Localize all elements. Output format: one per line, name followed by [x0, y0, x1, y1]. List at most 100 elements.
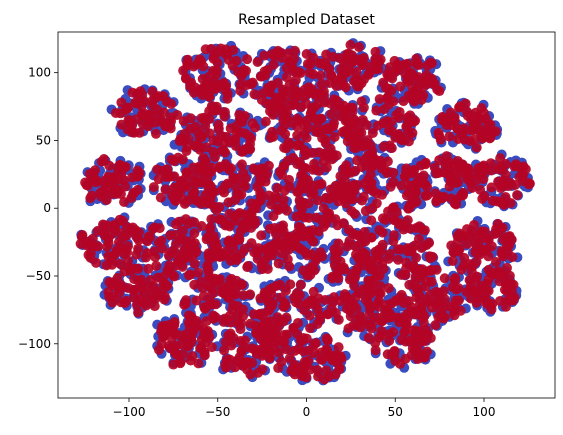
point-class-b — [469, 134, 480, 145]
point-class-b — [242, 54, 253, 65]
point-class-b — [351, 179, 362, 190]
point-class-b — [205, 296, 216, 307]
point-class-b — [481, 278, 492, 289]
point-class-b — [148, 182, 159, 193]
point-class-b — [473, 288, 484, 299]
point-class-b — [386, 117, 397, 128]
point-class-b — [491, 257, 502, 268]
point-class-b — [461, 286, 472, 297]
point-class-b — [251, 348, 262, 359]
point-class-b — [462, 224, 473, 235]
x-tick-label: −50 — [205, 405, 230, 419]
point-class-b — [437, 111, 448, 122]
point-class-b — [196, 276, 207, 287]
point-class-b — [230, 181, 241, 192]
point-class-b — [259, 50, 270, 61]
point-class-b — [191, 295, 202, 306]
point-class-b — [205, 181, 216, 192]
point-class-b — [464, 275, 475, 286]
point-class-b — [109, 249, 120, 260]
point-class-b — [134, 293, 145, 304]
point-class-b — [418, 170, 429, 181]
point-class-b — [214, 162, 225, 173]
point-class-b — [471, 175, 482, 186]
point-class-b — [321, 49, 332, 60]
point-class-b — [121, 244, 132, 255]
point-class-b — [118, 232, 129, 243]
point-class-b — [295, 102, 306, 113]
point-class-b — [85, 252, 96, 263]
point-class-b — [381, 299, 392, 310]
point-class-b — [342, 241, 353, 252]
point-class-b — [134, 127, 145, 138]
point-class-b — [501, 262, 512, 273]
point-class-b — [289, 45, 300, 56]
point-class-b — [387, 311, 398, 322]
point-class-b — [293, 317, 304, 328]
point-class-b — [447, 256, 458, 267]
point-class-b — [258, 164, 269, 175]
point-class-b — [341, 160, 352, 171]
point-class-b — [209, 152, 220, 163]
point-class-b — [411, 252, 422, 263]
point-class-b — [422, 346, 433, 357]
point-class-b — [313, 89, 324, 100]
point-class-b — [400, 269, 411, 280]
point-class-b — [246, 209, 257, 220]
point-class-b — [218, 316, 229, 327]
point-class-b — [204, 331, 215, 342]
point-class-b — [485, 128, 496, 139]
point-class-b — [200, 44, 211, 55]
point-class-b — [264, 304, 275, 315]
point-class-b — [401, 121, 412, 132]
point-class-b — [255, 71, 266, 82]
point-class-b — [189, 140, 200, 151]
point-class-b — [185, 355, 196, 366]
point-class-b — [313, 127, 324, 138]
point-class-b — [160, 121, 171, 132]
point-class-b — [305, 323, 316, 334]
point-class-b — [237, 279, 248, 290]
point-class-b — [130, 225, 141, 236]
point-class-b — [301, 133, 312, 144]
point-class-b — [486, 182, 497, 193]
point-class-b — [193, 267, 204, 278]
point-class-b — [185, 236, 196, 247]
point-class-b — [265, 106, 276, 117]
point-class-b — [327, 273, 338, 284]
point-class-b — [195, 85, 206, 96]
point-class-b — [518, 169, 529, 180]
point-class-b — [219, 345, 230, 356]
point-class-b — [329, 131, 340, 142]
point-class-b — [96, 191, 107, 202]
point-class-b — [409, 263, 420, 274]
point-class-b — [151, 260, 162, 271]
point-class-b — [291, 140, 302, 151]
point-class-b — [375, 281, 386, 292]
point-class-b — [475, 245, 486, 256]
point-class-b — [398, 96, 409, 107]
point-class-b — [189, 217, 200, 228]
point-class-b — [288, 240, 299, 251]
point-class-b — [524, 178, 535, 189]
point-class-b — [364, 309, 375, 320]
point-class-b — [444, 157, 455, 168]
point-class-b — [359, 227, 370, 238]
point-class-b — [220, 180, 231, 191]
point-class-b — [167, 270, 178, 281]
point-class-b — [351, 67, 362, 78]
point-class-b — [303, 212, 314, 223]
point-class-b — [453, 246, 464, 257]
point-class-b — [393, 62, 404, 73]
point-class-b — [350, 165, 361, 176]
point-class-b — [161, 323, 172, 334]
point-class-b — [264, 351, 275, 362]
point-class-b — [231, 252, 242, 263]
point-class-b — [182, 142, 193, 153]
point-class-b — [503, 231, 514, 242]
point-class-b — [212, 47, 223, 58]
point-class-b — [204, 114, 215, 125]
point-class-b — [242, 357, 253, 368]
point-class-b — [165, 230, 176, 241]
point-class-b — [471, 256, 482, 267]
